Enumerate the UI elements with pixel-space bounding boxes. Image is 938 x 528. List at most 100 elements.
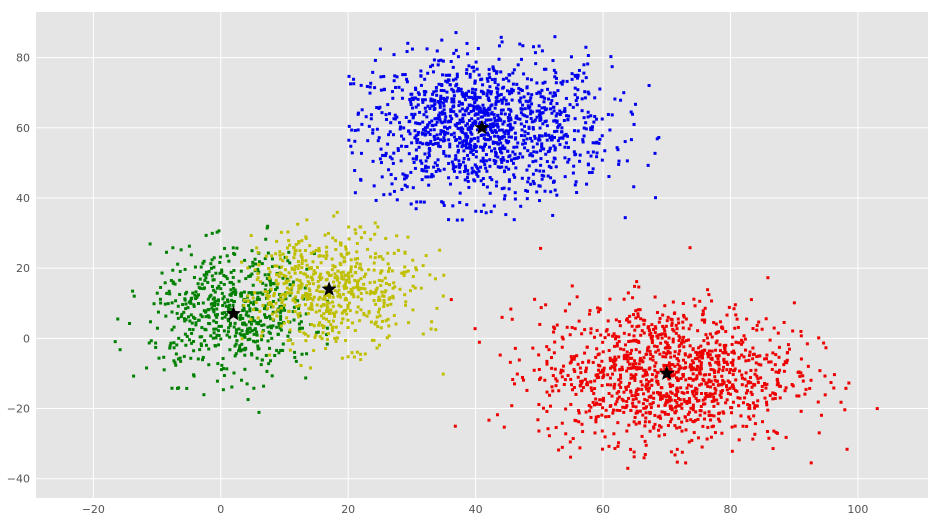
data-point bbox=[468, 75, 472, 79]
data-point bbox=[403, 177, 407, 181]
data-point bbox=[179, 315, 183, 319]
data-point bbox=[413, 112, 417, 116]
data-point bbox=[242, 290, 246, 294]
data-point bbox=[275, 282, 279, 286]
data-point bbox=[595, 155, 599, 159]
data-point bbox=[615, 400, 619, 404]
data-point bbox=[253, 340, 257, 344]
data-point bbox=[408, 132, 412, 136]
data-point bbox=[488, 76, 492, 80]
data-point bbox=[560, 345, 564, 349]
data-point bbox=[657, 320, 661, 324]
data-point bbox=[601, 396, 605, 400]
data-point bbox=[356, 111, 360, 115]
data-point bbox=[667, 397, 671, 401]
data-point bbox=[217, 324, 221, 328]
data-point bbox=[642, 331, 646, 335]
data-point bbox=[573, 418, 577, 422]
data-point bbox=[622, 331, 626, 335]
data-point bbox=[643, 368, 647, 372]
data-point bbox=[554, 71, 558, 75]
data-point bbox=[149, 339, 153, 343]
data-point bbox=[468, 127, 472, 131]
data-point bbox=[603, 435, 607, 439]
data-point bbox=[251, 296, 255, 300]
data-point bbox=[498, 117, 502, 121]
data-point bbox=[657, 434, 661, 438]
data-point bbox=[423, 166, 427, 170]
data-point bbox=[185, 334, 189, 338]
data-point bbox=[183, 332, 187, 336]
data-point bbox=[524, 99, 528, 103]
data-point bbox=[508, 113, 512, 117]
data-point bbox=[600, 447, 604, 451]
data-point bbox=[745, 317, 749, 321]
data-point bbox=[451, 78, 455, 82]
data-point bbox=[653, 325, 657, 329]
data-point bbox=[556, 125, 560, 129]
data-point bbox=[360, 268, 364, 272]
data-point bbox=[551, 59, 555, 63]
data-point bbox=[187, 244, 191, 248]
data-point bbox=[666, 424, 670, 428]
data-point bbox=[720, 374, 724, 378]
data-point bbox=[577, 420, 581, 424]
data-point bbox=[755, 355, 759, 359]
data-point bbox=[669, 355, 673, 359]
data-point bbox=[783, 389, 787, 393]
data-point bbox=[229, 307, 233, 311]
data-point bbox=[116, 317, 120, 321]
data-point bbox=[347, 251, 351, 255]
data-point bbox=[614, 334, 618, 338]
data-point bbox=[424, 110, 428, 114]
data-point bbox=[650, 323, 654, 327]
data-point bbox=[219, 281, 223, 285]
data-point bbox=[423, 152, 427, 156]
data-point bbox=[367, 268, 371, 272]
data-point bbox=[583, 328, 587, 332]
data-point bbox=[390, 182, 394, 186]
data-point bbox=[824, 346, 828, 350]
data-point bbox=[172, 325, 176, 329]
data-point bbox=[511, 150, 515, 154]
data-point bbox=[589, 405, 593, 409]
data-point bbox=[410, 92, 414, 96]
data-point bbox=[523, 141, 527, 145]
data-point bbox=[700, 318, 704, 322]
data-point bbox=[282, 273, 286, 277]
data-point bbox=[435, 133, 439, 137]
data-point bbox=[601, 406, 605, 410]
data-point bbox=[432, 58, 436, 62]
data-point bbox=[487, 90, 491, 94]
data-point bbox=[326, 305, 330, 309]
data-point bbox=[584, 45, 588, 49]
data-point bbox=[487, 96, 491, 100]
data-point bbox=[182, 354, 186, 358]
data-point bbox=[662, 363, 666, 367]
data-point bbox=[343, 283, 347, 287]
data-point bbox=[322, 254, 326, 258]
data-point bbox=[310, 275, 314, 279]
data-point bbox=[610, 113, 614, 117]
data-point bbox=[182, 317, 186, 321]
data-point bbox=[423, 89, 427, 93]
data-point bbox=[523, 146, 527, 150]
data-point bbox=[382, 193, 386, 197]
data-point bbox=[385, 117, 389, 121]
data-point bbox=[521, 155, 525, 159]
data-point bbox=[519, 122, 523, 126]
data-point bbox=[678, 425, 682, 429]
data-point bbox=[647, 367, 651, 371]
data-point bbox=[616, 148, 620, 152]
data-point bbox=[646, 383, 650, 387]
data-point bbox=[495, 71, 499, 75]
data-point bbox=[743, 337, 747, 341]
data-point bbox=[425, 47, 429, 51]
data-point bbox=[434, 328, 438, 332]
data-point bbox=[339, 271, 343, 275]
data-point bbox=[413, 86, 417, 90]
data-point bbox=[563, 133, 567, 137]
data-point bbox=[262, 384, 266, 388]
data-point bbox=[458, 165, 462, 169]
data-point bbox=[414, 121, 418, 125]
